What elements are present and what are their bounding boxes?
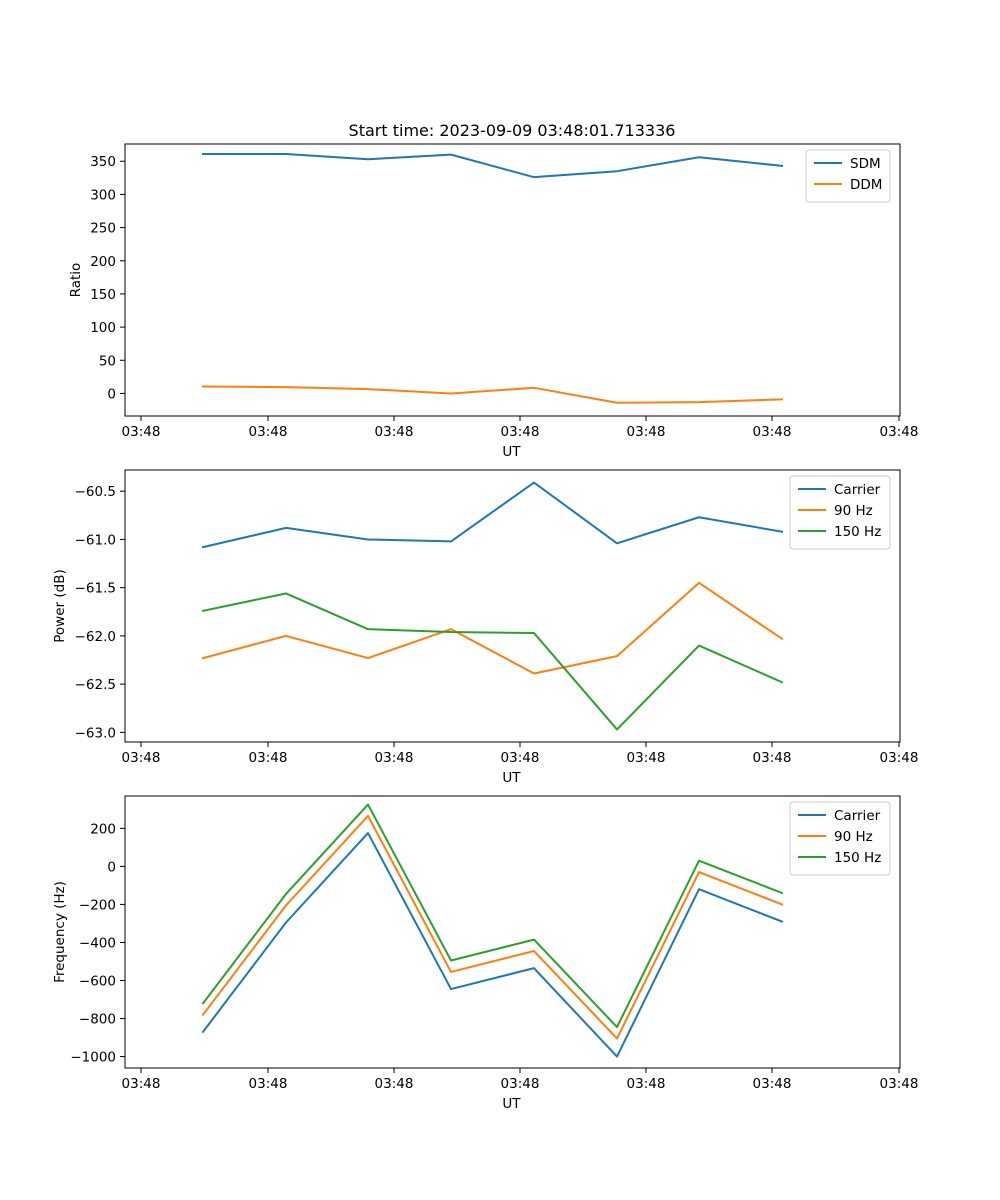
y-tick-label: 200: [90, 254, 116, 270]
x-tick-label: 03:48: [753, 424, 792, 440]
x-tick-label: 03:48: [375, 750, 414, 766]
y-tick-label: −800: [79, 1012, 116, 1028]
legend-entry-label: Carrier: [834, 482, 881, 498]
legend-entry-label: 90 Hz: [834, 503, 873, 519]
series-line-carrier: [201, 481, 784, 549]
chart-panel-1: 03:48 03:48 03:48 03:48 03:48 03:48 03:48 0 50 10…: [68, 143, 919, 460]
x-axis-label: UT: [502, 1096, 521, 1112]
x-tick-label: 03:48: [753, 1076, 792, 1092]
legend: Carrier 90 Hz 150 Hz: [789, 475, 891, 550]
x-axis-label: UT: [502, 770, 521, 786]
series-line-150-hz: [201, 803, 784, 1029]
legend-entry-label: 90 Hz: [834, 829, 873, 845]
legend-entry-label: 150 Hz: [834, 850, 881, 866]
chart-panel-2: 03:48 03:48 03:48 03:48 03:48 03:48 03:48 −63.0…: [52, 469, 919, 786]
y-tick-label: −1000: [70, 1050, 116, 1066]
charts-container: 03:48 03:48 03:48 03:48 03:48 03:48 03:48 0 50 10…: [52, 143, 919, 1112]
x-tick-label: 03:48: [753, 750, 792, 766]
x-tick-label: 03:48: [627, 424, 666, 440]
figure-title: Start time: 2023-09-09 03:48:01.713336: [349, 121, 676, 140]
x-tick-label: 03:48: [375, 1076, 414, 1092]
x-tick-label: 03:48: [249, 750, 288, 766]
x-tick-label: 03:48: [249, 424, 288, 440]
legend: Carrier 90 Hz 150 Hz: [789, 801, 891, 876]
y-tick-label: −200: [79, 897, 116, 913]
y-tick-label: −63.0: [75, 725, 116, 741]
x-tick-label: 03:48: [375, 424, 414, 440]
y-tick-label: −400: [79, 935, 116, 951]
legend-entry-label: DDM: [850, 177, 882, 193]
x-tick-label: 03:48: [627, 750, 666, 766]
series-line-ddm: [201, 385, 784, 404]
plot-area-frame: [124, 795, 901, 1069]
y-tick-label: 100: [90, 320, 116, 336]
y-tick-label: −60.5: [75, 484, 116, 500]
x-axis-label: UT: [502, 444, 521, 460]
y-tick-label: 350: [90, 154, 116, 170]
x-tick-label: 03:48: [880, 1076, 919, 1092]
x-tick-label: 03:48: [122, 1076, 161, 1092]
y-tick-label: −62.0: [75, 629, 116, 645]
x-tick-label: 03:48: [501, 1076, 540, 1092]
y-tick-label: 0: [107, 386, 116, 402]
x-tick-label: 03:48: [501, 750, 540, 766]
y-axis-label: Ratio: [68, 263, 84, 298]
plot-area-frame: [124, 469, 901, 743]
y-tick-label: −61.5: [75, 581, 116, 597]
chart-panel-3: 03:48 03:48 03:48 03:48 03:48 03:48 03:48 −1000…: [52, 795, 919, 1112]
x-tick-label: 03:48: [880, 750, 919, 766]
y-tick-label: 200: [90, 821, 116, 837]
y-tick-label: 250: [90, 221, 116, 237]
y-axis-label: Frequency (Hz): [52, 881, 68, 983]
series-line-carrier: [201, 832, 784, 1058]
legend-entry-label: SDM: [850, 156, 881, 172]
x-tick-label: 03:48: [501, 424, 540, 440]
legend-entry-label: Carrier: [834, 808, 881, 824]
x-tick-label: 03:48: [627, 1076, 666, 1092]
y-tick-label: 50: [99, 353, 116, 369]
y-tick-label: 0: [107, 859, 116, 875]
y-tick-label: −61.0: [75, 532, 116, 548]
plot-area-frame: [124, 143, 901, 417]
legend-entry-label: 150 Hz: [834, 524, 881, 540]
y-tick-label: −600: [79, 974, 116, 990]
y-axis-label: Power (dB): [52, 569, 68, 642]
x-tick-label: 03:48: [122, 424, 161, 440]
x-tick-label: 03:48: [249, 1076, 288, 1092]
series-line-90-hz: [201, 814, 784, 1040]
y-tick-label: 150: [90, 287, 116, 303]
y-tick-label: −62.5: [75, 677, 116, 693]
y-tick-label: 300: [90, 187, 116, 203]
x-tick-label: 03:48: [880, 424, 919, 440]
x-tick-label: 03:48: [122, 750, 161, 766]
legend: SDM DDM: [805, 149, 891, 203]
series-line-sdm: [202, 152, 784, 179]
series-line-150-hz: [201, 592, 784, 731]
series-line-90-hz: [201, 581, 784, 675]
